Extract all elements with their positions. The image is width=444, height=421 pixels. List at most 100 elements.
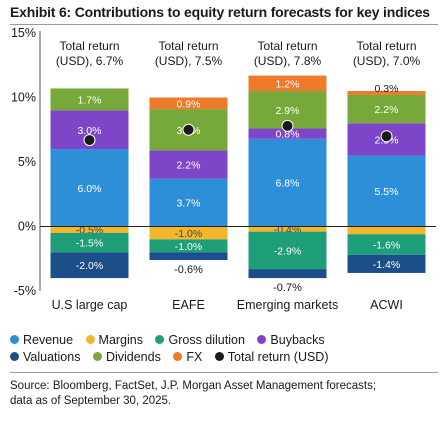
data-label: 1.7% <box>78 94 102 106</box>
data-label: 5.5% <box>375 186 399 198</box>
bar-segment-valuations <box>248 269 327 279</box>
legend-label: Gross dilution <box>168 333 245 347</box>
data-label: 2.9% <box>276 105 300 117</box>
bar-segment-margins <box>50 226 129 233</box>
title-divider <box>10 24 438 25</box>
x-category-label: ACWI <box>370 298 403 312</box>
bar-segment-revenue <box>50 149 129 227</box>
legend-item-revenue: Revenue <box>10 332 73 349</box>
bar-segment-buybacks <box>149 150 228 179</box>
data-label: -2.0% <box>76 260 103 272</box>
legend-label: Revenue <box>23 333 74 347</box>
total-return-marker <box>182 123 195 136</box>
chart-title: Exhibit 6: Contributions to equity retur… <box>10 4 430 20</box>
legend-swatch <box>257 335 267 344</box>
data-label: 0.3% <box>375 83 399 95</box>
total-return-header: Total return <box>356 39 416 53</box>
bar-segment-fx <box>149 97 228 110</box>
data-label: 0.9% <box>177 98 201 110</box>
legend-item-buybacks: Buybacks <box>257 332 325 349</box>
x-category-label: Emerging markets <box>237 298 338 312</box>
data-label: -0.6% <box>174 264 203 276</box>
legend-label: Total return (USD) <box>227 350 329 364</box>
source-divider <box>10 372 438 373</box>
legend-swatch <box>10 335 19 344</box>
total-return-header: (USD), 6.7% <box>56 54 124 68</box>
y-tick-label: 10% <box>11 91 36 105</box>
source-line-2: data as of September 30, 2025. <box>10 395 172 407</box>
bar-segment-gross-dilution <box>347 234 426 255</box>
bar-segment-fx <box>347 91 426 95</box>
data-label: 2.2% <box>375 104 399 116</box>
data-label: 1.2% <box>276 78 300 90</box>
legend-swatch <box>85 335 95 344</box>
source-line-1: Source: Bloomberg, FactSet, J.P. Morgan … <box>10 380 377 392</box>
stacked-bar-chart: 15%10%5%0%-5%6.0%-0.5%-1.5%3.0%-2.0%1.7%… <box>11 26 436 312</box>
legend-swatch <box>214 352 224 361</box>
bar-segment-revenue <box>248 138 327 227</box>
y-tick-label: 15% <box>11 26 36 40</box>
total-return-header: Total return <box>59 39 119 53</box>
bar-segment-gross-dilution <box>149 239 228 253</box>
total-return-marker <box>380 130 393 143</box>
bar-segment-gross-dilution <box>50 232 129 253</box>
bar-segment-fx <box>248 75 327 92</box>
legend-item-margins: Margins <box>85 332 143 349</box>
data-label: -1.6% <box>373 240 400 252</box>
legend-item-total-return: Total return (USD) <box>214 349 329 366</box>
legend-item-valuations: Valuations <box>10 349 80 366</box>
total-return-header: Total return <box>257 39 317 53</box>
y-tick-label: 5% <box>18 155 36 169</box>
total-return-header: (USD), 7.8% <box>254 54 322 68</box>
data-label: 2.2% <box>177 160 201 172</box>
source-note: Source: Bloomberg, FactSet, J.P. Morgan … <box>10 379 440 409</box>
legend-item-dividends: Dividends <box>92 349 161 366</box>
legend-label: Dividends <box>105 350 161 364</box>
legend-row-1: Revenue Margins Gross dilution Buybacks <box>10 332 440 349</box>
legend-swatch <box>92 352 102 361</box>
bar-segment-dividends <box>347 94 426 124</box>
total-return-marker <box>83 134 96 147</box>
data-label: 3.0% <box>78 125 102 137</box>
bar-segment-valuations <box>50 252 129 279</box>
legend-label: Valuations <box>23 350 81 364</box>
y-tick-label: -5% <box>14 284 36 298</box>
bar-segment-margins <box>149 226 228 240</box>
x-category-label: EAFE <box>172 298 205 312</box>
data-label: -1.0% <box>175 228 202 240</box>
legend-swatch <box>155 335 165 344</box>
data-label: -1.0% <box>175 241 202 253</box>
bar-segment-valuations <box>347 254 426 273</box>
data-label: -2.9% <box>274 245 301 257</box>
x-category-label: U.S large cap <box>52 298 128 312</box>
chart-legend: Revenue Margins Gross dilution Buybacks … <box>10 332 440 366</box>
legend-label: FX <box>186 350 203 364</box>
data-label: 6.0% <box>78 183 102 195</box>
total-return-marker <box>281 119 294 132</box>
legend-item-fx: FX <box>173 349 202 366</box>
bar-segment-dividends <box>50 88 129 111</box>
legend-row-2: Valuations Dividends FX Total return (US… <box>10 349 440 366</box>
data-label: 6.8% <box>276 178 300 190</box>
total-return-header: (USD), 7.0% <box>353 54 421 68</box>
bar-segment-valuations <box>149 252 228 261</box>
total-return-header: Total return <box>158 39 218 53</box>
legend-swatch <box>10 352 19 361</box>
bar-segment-revenue <box>347 155 426 227</box>
bar-segment-revenue <box>149 178 228 227</box>
data-label: 0.8% <box>276 129 300 141</box>
data-label: 3.7% <box>177 198 201 210</box>
data-label: -1.5% <box>76 238 103 250</box>
bar-segment-gross-dilution <box>248 231 327 270</box>
bar-segment-margins <box>347 226 426 235</box>
bar-segment-buybacks <box>248 128 327 139</box>
bar-segment-margins <box>248 226 327 232</box>
data-label: -1.4% <box>373 259 400 271</box>
legend-swatch <box>173 352 183 361</box>
data-label: -0.7% <box>273 282 302 294</box>
legend-item-gross-dilution: Gross dilution <box>155 332 245 349</box>
legend-label: Buybacks <box>270 333 325 347</box>
legend-label: Margins <box>98 333 143 347</box>
total-return-header: (USD), 7.5% <box>155 54 223 68</box>
y-tick-label: 0% <box>18 220 36 234</box>
